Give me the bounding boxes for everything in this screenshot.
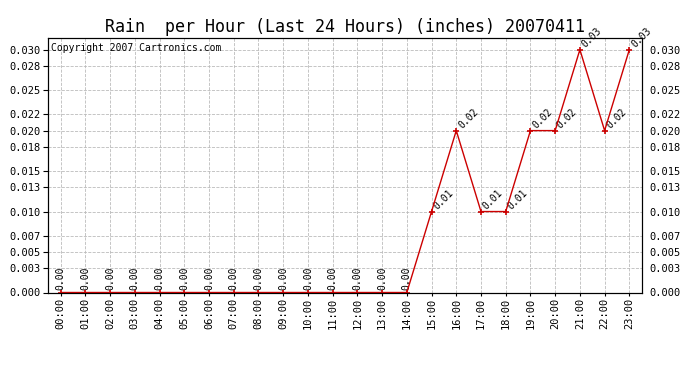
Text: 0.00: 0.00 — [229, 266, 239, 290]
Text: 0.03: 0.03 — [580, 26, 604, 50]
Text: Copyright 2007 Cartronics.com: Copyright 2007 Cartronics.com — [51, 43, 221, 52]
Text: 0.00: 0.00 — [81, 266, 90, 290]
Text: 0.00: 0.00 — [105, 266, 115, 290]
Text: 0.00: 0.00 — [328, 266, 337, 290]
Text: 0.00: 0.00 — [204, 266, 214, 290]
Text: 0.00: 0.00 — [155, 266, 164, 290]
Text: 0.02: 0.02 — [604, 107, 629, 130]
Text: 0.02: 0.02 — [531, 107, 554, 130]
Text: 0.01: 0.01 — [431, 188, 455, 211]
Text: 0.00: 0.00 — [253, 266, 264, 290]
Text: 0.00: 0.00 — [278, 266, 288, 290]
Text: 0.01: 0.01 — [481, 188, 504, 211]
Text: 0.03: 0.03 — [629, 26, 653, 50]
Text: 0.02: 0.02 — [456, 107, 480, 130]
Title: Rain  per Hour (Last 24 Hours) (inches) 20070411: Rain per Hour (Last 24 Hours) (inches) 2… — [105, 18, 585, 36]
Text: 0.00: 0.00 — [402, 266, 412, 290]
Text: 0.00: 0.00 — [377, 266, 387, 290]
Text: 0.01: 0.01 — [506, 188, 529, 211]
Text: 0.00: 0.00 — [303, 266, 313, 290]
Text: 0.02: 0.02 — [555, 107, 579, 130]
Text: 0.00: 0.00 — [179, 266, 189, 290]
Text: 0.00: 0.00 — [130, 266, 140, 290]
Text: 0.00: 0.00 — [353, 266, 362, 290]
Text: 0.00: 0.00 — [56, 266, 66, 290]
